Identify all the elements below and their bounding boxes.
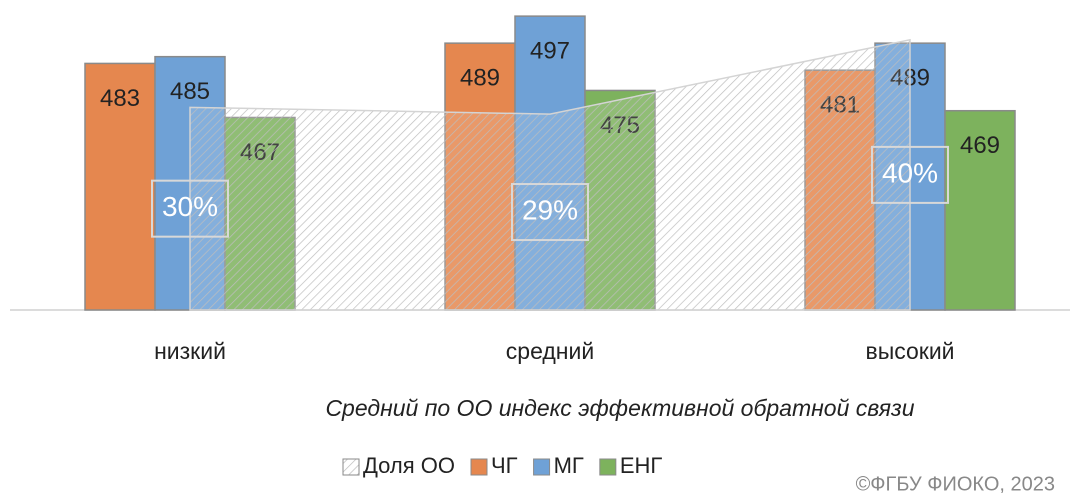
area (189, 38, 911, 311)
data-label: 489 (460, 64, 500, 91)
data-label-box (511, 183, 589, 242)
x-tick-label: низкий (154, 338, 226, 364)
legend-swatch (599, 458, 617, 476)
source: ©ФГБУ ФИОКО, 2023 (856, 473, 1055, 495)
bar (944, 109, 1016, 311)
x-tick-label: средний (506, 338, 594, 364)
x-axis-label: Средний по ОО индекс эффективной обратно… (325, 395, 914, 421)
legend-label: Доля ОО (363, 453, 455, 478)
legend-label: ЧГ (491, 453, 518, 478)
data-label-box (871, 145, 949, 204)
data-label: 29% (522, 194, 578, 225)
data-label: 469 (960, 132, 1000, 159)
legend-label: МГ (554, 453, 584, 478)
data-label: 40% (882, 157, 938, 188)
legend-swatch (342, 458, 360, 476)
data-label: 485 (170, 78, 210, 105)
data-label: 497 (530, 37, 570, 64)
legend-swatch (470, 458, 488, 476)
data-label: 483 (100, 85, 140, 112)
legend-swatch (533, 458, 551, 476)
data-label: 30% (162, 191, 218, 222)
legend-label: ЕНГ (620, 453, 663, 478)
x-tick-label: высокий (865, 338, 954, 364)
data-label-box (151, 179, 229, 238)
